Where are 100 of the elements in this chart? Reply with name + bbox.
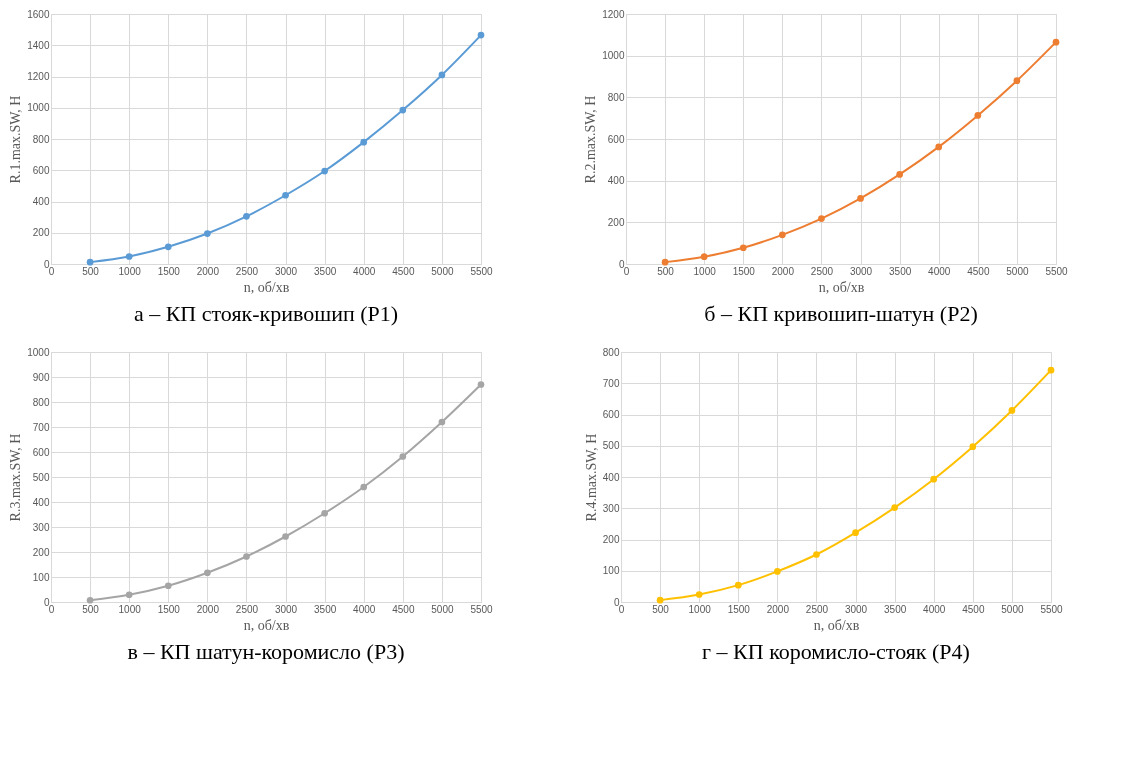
- point: [1052, 38, 1060, 46]
- x-tick-label: 1500: [727, 603, 751, 615]
- point: [656, 596, 664, 604]
- y-tick-label: 800: [607, 91, 625, 103]
- text: в – КП шатун-коромисло (Р3): [127, 639, 405, 664]
- x-tick-label: 5000: [1006, 265, 1029, 277]
- y-tick-label: 1000: [602, 50, 625, 62]
- point: [779, 231, 786, 239]
- point: [282, 533, 289, 540]
- x-tick-label: 5500: [470, 603, 494, 615]
- point: [774, 568, 781, 575]
- x-tick-label: 4000: [353, 603, 376, 615]
- y-tick-label: 1600: [27, 8, 50, 20]
- x-axis-title: n, об/хв: [813, 617, 860, 633]
- point: [477, 381, 485, 388]
- y-tick-label: 100: [32, 571, 50, 583]
- y-tick-label: 400: [32, 196, 50, 207]
- y-tick-label: 200: [32, 227, 50, 239]
- point: [700, 253, 708, 261]
- point: [935, 143, 943, 151]
- y-tick-label: 700: [602, 377, 620, 389]
- point: [974, 112, 982, 119]
- point: [125, 591, 133, 599]
- point: [1047, 366, 1055, 374]
- x-tick-label: 1000: [693, 265, 717, 277]
- point: [734, 581, 742, 589]
- point: [204, 569, 211, 577]
- point: [164, 582, 172, 590]
- x-axis-title: n, об/хв: [243, 617, 290, 633]
- x-tick-label: 4500: [392, 603, 415, 615]
- y-tick-label: 300: [602, 502, 620, 514]
- x-tick-label: 3000: [274, 603, 298, 615]
- y-tick-label: 400: [602, 471, 620, 483]
- y-tick-label: 1000: [27, 346, 50, 358]
- x-tick-label: 1500: [157, 603, 181, 615]
- x-tick-label: 500: [652, 603, 670, 615]
- point: [1008, 407, 1016, 414]
- x-tick-label: 500: [657, 265, 675, 277]
- x-tick-label: 2000: [196, 603, 220, 615]
- x-tick-label: 4000: [353, 265, 376, 277]
- x-tick-label: 5500: [470, 265, 494, 277]
- point: [399, 453, 407, 460]
- x-tick-label: 5000: [431, 603, 454, 615]
- y-tick-label: 1400: [27, 39, 50, 51]
- x-tick-label: 4000: [928, 265, 951, 277]
- y-tick-label: 800: [32, 133, 50, 145]
- point: [125, 253, 133, 260]
- point: [438, 418, 446, 426]
- y-tick-label: 700: [32, 421, 50, 433]
- y-tick-label: 900: [32, 371, 50, 383]
- point: [360, 138, 368, 146]
- y-tick-label: 800: [32, 396, 50, 408]
- point: [1013, 77, 1021, 85]
- x-tick-label: 1000: [118, 265, 142, 277]
- point: [243, 553, 250, 560]
- x-tick-label: 4000: [923, 603, 946, 615]
- y-tick-label: 800: [602, 346, 620, 358]
- x-tick-label: 4500: [967, 265, 990, 277]
- x-tick-label: 2500: [235, 603, 259, 615]
- y-axis-title: R.2.max.SW, Н: [583, 95, 599, 184]
- x-tick-label: 3500: [314, 265, 337, 277]
- point: [891, 504, 898, 511]
- x-tick-label: 5500: [1045, 265, 1069, 277]
- point: [969, 443, 977, 451]
- y-tick-label: 400: [32, 496, 50, 508]
- point: [86, 258, 94, 266]
- x-tick-label: 5500: [1040, 603, 1064, 615]
- y-tick-label: 1200: [602, 8, 625, 20]
- text: а – КП стояк-кривошип (Р1): [133, 301, 399, 326]
- point: [86, 596, 94, 604]
- point: [164, 243, 172, 251]
- x-tick-label: 500: [82, 603, 100, 615]
- x-tick-label: 3500: [314, 603, 337, 615]
- y-tick-label: 400: [607, 175, 625, 187]
- x-tick-label: 3000: [274, 265, 298, 277]
- text: г – КП коромисло-стояк (Р4): [702, 639, 970, 664]
- x-tick-label: 2500: [810, 265, 834, 277]
- point: [813, 551, 820, 558]
- y-tick-label: 1200: [27, 71, 50, 82]
- x-tick-label: 4500: [962, 603, 985, 615]
- point: [321, 167, 328, 175]
- point: [204, 230, 211, 237]
- point: [896, 171, 903, 178]
- x-tick-label: 5000: [431, 265, 454, 277]
- y-tick-label: 600: [607, 133, 625, 145]
- point: [477, 31, 485, 39]
- point: [739, 244, 747, 252]
- x-axis-title: n, об/хв: [243, 279, 290, 295]
- y-tick-label: 600: [602, 409, 620, 420]
- point: [930, 475, 938, 483]
- x-tick-label: 1500: [732, 265, 756, 277]
- x-tick-label: 3000: [844, 603, 868, 615]
- y-tick-label: 500: [602, 440, 620, 452]
- point: [818, 215, 825, 222]
- x-tick-label: 4500: [392, 265, 415, 277]
- point: [852, 529, 859, 536]
- x-tick-label: 2000: [196, 265, 220, 277]
- y-tick-label: 600: [32, 164, 50, 176]
- y-tick-label: 1000: [27, 102, 50, 114]
- x-tick-label: 2500: [805, 603, 829, 615]
